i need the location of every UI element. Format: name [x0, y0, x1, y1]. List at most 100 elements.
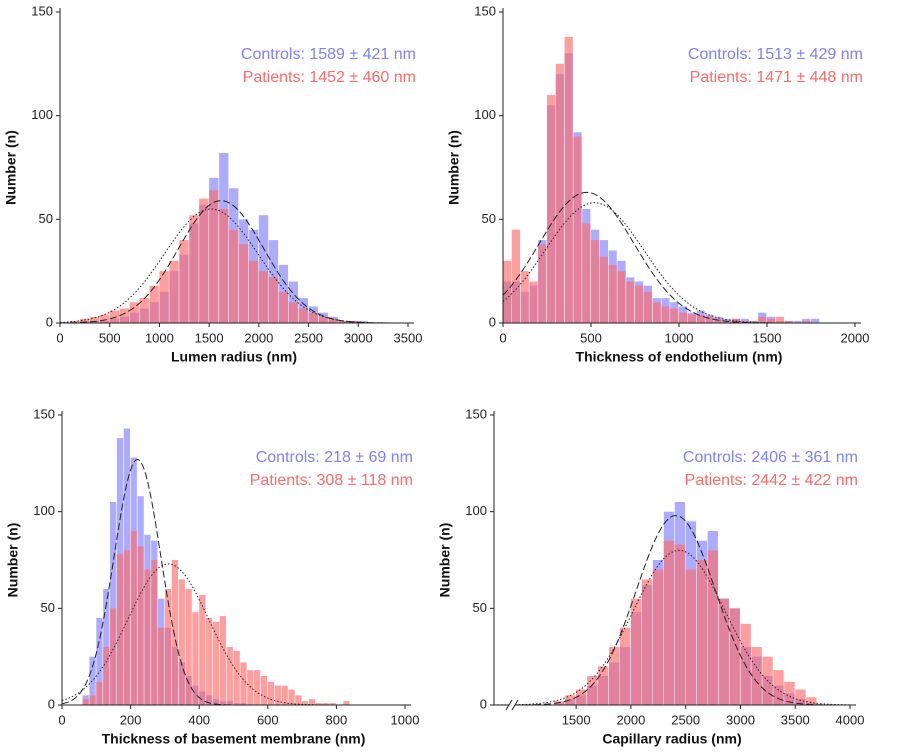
annotation: Controls: 1513 ± 429 nm	[688, 46, 863, 63]
histogram-bar	[258, 215, 269, 323]
histogram-bar	[582, 223, 591, 323]
y-tick-label: 150	[465, 406, 487, 421]
fit-curve	[493, 515, 850, 706]
histogram-bar	[99, 314, 110, 323]
x-axis-label: Thickness of basement membrane (nm)	[102, 731, 366, 747]
histogram-bar	[229, 229, 239, 323]
histogram-bar	[529, 281, 538, 323]
x-tick-label: 1000	[391, 712, 420, 727]
annotation: Patients: 308 ± 118 nm	[250, 472, 413, 489]
histogram-bar	[96, 681, 103, 705]
histogram-bar	[674, 544, 686, 705]
histogram-bar	[663, 540, 675, 705]
y-axis-label: Number (n)	[446, 130, 462, 205]
histogram-bar	[281, 685, 288, 705]
histogram-bar	[260, 676, 268, 705]
y-tick-label: 100	[465, 503, 487, 518]
histogram-bar	[599, 256, 608, 323]
histogram-bar	[219, 616, 227, 705]
histogram-bar	[199, 198, 209, 323]
histogram-bar	[641, 579, 653, 705]
histogram-bar	[178, 579, 185, 705]
histogram-bar	[626, 281, 635, 323]
histogram-bar	[679, 312, 688, 323]
histogram-bar	[740, 623, 751, 705]
histogram-bar	[328, 318, 338, 323]
histogram-bar	[723, 320, 732, 323]
histogram-bar	[139, 298, 149, 323]
axis-break	[511, 699, 519, 711]
histogram-bar	[308, 699, 316, 705]
histogram-bar	[137, 546, 144, 705]
histogram-bar	[206, 618, 213, 705]
histogram-bar	[278, 291, 289, 323]
histogram-bar	[705, 316, 714, 323]
histogram-bar	[109, 310, 120, 323]
histogram-bar	[129, 302, 139, 323]
fit-curve	[494, 549, 851, 706]
fit-curve	[59, 208, 408, 324]
histogram-bar	[670, 308, 679, 323]
histogram-bar	[226, 647, 233, 705]
x-tick-label: 200	[120, 712, 142, 727]
histogram-bar	[164, 589, 172, 705]
histogram-bar	[233, 650, 240, 705]
y-tick-label: 150	[31, 3, 53, 18]
histogram-bar	[219, 208, 229, 323]
histogram-bar	[171, 560, 179, 705]
histogram-bar	[268, 277, 279, 323]
histogram-bar	[784, 681, 795, 705]
annotation: Patients: 1452 ± 460 nm	[243, 69, 416, 86]
histogram-bar	[775, 316, 784, 323]
histogram-bar	[511, 229, 520, 323]
x-tick-label: 600	[257, 712, 279, 727]
histogram-bar	[110, 608, 117, 705]
histogram-bar	[687, 314, 696, 323]
y-tick-label: 50	[39, 211, 53, 226]
y-tick-label: 0	[46, 314, 53, 329]
y-tick-label: 100	[474, 107, 496, 122]
y-tick-label: 0	[480, 696, 487, 711]
histogram-bar	[89, 695, 96, 705]
histogram-bar	[89, 656, 96, 705]
histogram-bar	[329, 703, 336, 705]
x-tick-label: 3000	[726, 712, 755, 727]
histogram-bar	[96, 618, 103, 705]
histogram-bar	[144, 569, 151, 705]
histogram-bar	[635, 285, 644, 323]
y-tick-label: 150	[33, 406, 55, 421]
histogram-bar	[212, 621, 220, 705]
y-tick-label: 0	[489, 314, 496, 329]
histogram-bar	[685, 569, 697, 705]
histogram-bar	[555, 63, 564, 323]
x-tick-label: 4000	[836, 712, 865, 727]
histogram-bar	[179, 240, 189, 323]
histogram-bar	[288, 689, 295, 705]
x-tick-label: 800	[326, 712, 348, 727]
histogram-bar	[598, 666, 609, 705]
histogram-bar	[793, 320, 802, 323]
histogram-bar	[158, 627, 165, 705]
histogram-bar	[343, 701, 350, 705]
y-axis-label: Number (n)	[3, 130, 19, 205]
histogram-bar	[520, 271, 529, 323]
histogram-bar	[547, 94, 556, 323]
histogram-bar	[784, 320, 793, 323]
axis-break	[505, 699, 513, 711]
histogram-bar	[696, 314, 705, 323]
histogram-bar	[630, 598, 642, 705]
x-tick-label: 1500	[753, 330, 782, 345]
x-tick-label: 0	[499, 330, 506, 345]
y-tick-label: 50	[482, 211, 496, 226]
x-tick-label: 0	[58, 712, 65, 727]
histogram-bar	[652, 302, 661, 323]
x-tick-label: 500	[99, 330, 121, 345]
annotation: Patients: 2442 ± 422 nm	[685, 472, 858, 489]
histogram-bar	[159, 271, 169, 323]
histogram-bar	[729, 608, 740, 705]
histogram-bar	[573, 136, 582, 323]
x-tick-label: 3500	[394, 330, 423, 345]
histogram-bar	[751, 647, 762, 705]
x-tick-label: 1000	[145, 330, 174, 345]
histogram-bar	[758, 316, 767, 323]
